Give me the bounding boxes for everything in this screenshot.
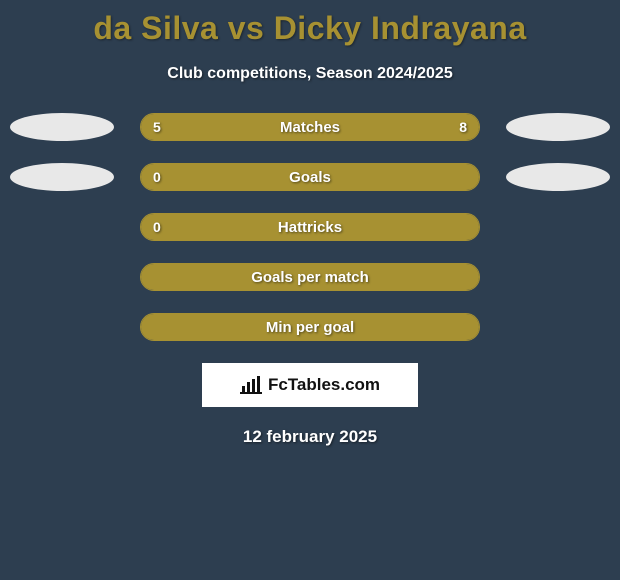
right-oval xyxy=(506,163,610,191)
stat-left-value: 0 xyxy=(153,214,161,240)
stat-left-value: 0 xyxy=(153,164,161,190)
stat-bar: Goals0 xyxy=(140,163,480,191)
stat-row: Goals0 xyxy=(0,163,620,191)
date-line: 12 february 2025 xyxy=(0,427,620,447)
stat-bar: Matches5 8 xyxy=(140,113,480,141)
stat-left-value: 5 xyxy=(153,114,161,140)
stat-bar: Min per goal xyxy=(140,313,480,341)
stat-bar: Goals per match xyxy=(140,263,480,291)
page-subtitle: Club competitions, Season 2024/2025 xyxy=(0,65,620,83)
stat-row: Goals per match xyxy=(0,263,620,291)
stat-bar: Hattricks0 xyxy=(140,213,480,241)
logo-box: FcTables.com xyxy=(202,363,418,407)
page-title: da Silva vs Dicky Indrayana xyxy=(0,0,620,47)
stat-label: Min per goal xyxy=(141,314,479,340)
stat-row: Min per goal xyxy=(0,313,620,341)
stat-label: Goals per match xyxy=(141,264,479,290)
stat-label: Matches xyxy=(141,114,479,140)
stat-row: Hattricks0 xyxy=(0,213,620,241)
bar-chart-icon xyxy=(240,376,262,394)
right-oval xyxy=(506,113,610,141)
left-oval xyxy=(10,163,114,191)
stat-label: Goals xyxy=(141,164,479,190)
stats-container: Matches58Goals0Hattricks0Goals per match… xyxy=(0,113,620,341)
stat-label: Hattricks xyxy=(141,214,479,240)
stat-row: Matches5 8 xyxy=(0,113,620,141)
stat-right-value: 8 xyxy=(459,114,467,140)
left-oval xyxy=(10,113,114,141)
logo-text: FcTables.com xyxy=(268,375,380,395)
